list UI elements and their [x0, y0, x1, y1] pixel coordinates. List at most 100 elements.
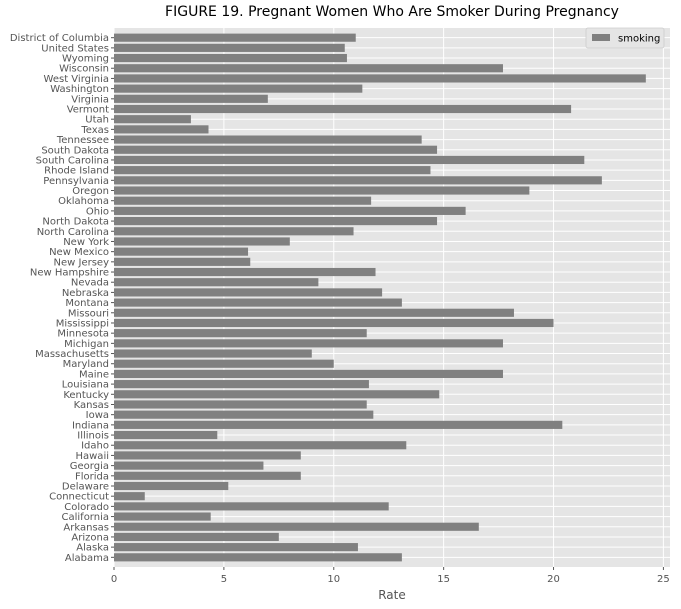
bar [114, 145, 438, 154]
y-tick-label: Oregon [72, 186, 109, 197]
y-tick-label: Virginia [71, 94, 109, 105]
chart-title: FIGURE 19. Pregnant Women Who Are Smoker… [165, 4, 619, 20]
y-tick-label: Washington [50, 84, 109, 95]
y-tick-label: Michigan [64, 339, 109, 350]
legend-box [585, 27, 665, 49]
bar [114, 369, 503, 378]
y-tick-label: Idaho [81, 441, 109, 452]
bar [114, 420, 563, 429]
y-tick-label: Maine [79, 369, 109, 380]
bar [114, 196, 372, 205]
bar [114, 206, 466, 215]
y-tick-label: Connecticut [49, 492, 109, 503]
bar [114, 441, 407, 450]
y-tick-label: Kentucky [63, 390, 109, 401]
x-tick-label: 25 [657, 574, 670, 585]
y-tick-label: Iowa [86, 410, 109, 421]
y-tick-label: United States [41, 43, 109, 54]
y-tick-label: Delaware [62, 481, 109, 492]
legend-swatch [592, 34, 610, 41]
y-tick-label: New York [63, 237, 109, 248]
y-tick-label: North Carolina [37, 227, 109, 238]
bar [114, 227, 354, 236]
bar [114, 380, 369, 389]
bar [114, 94, 268, 103]
bar [114, 155, 585, 165]
y-tick-label: Oklahoma [58, 196, 109, 207]
bar [114, 288, 383, 297]
bar [114, 318, 554, 328]
x-axis-label: Rate [378, 588, 406, 602]
bar [114, 410, 374, 419]
bar [114, 481, 229, 491]
bar [114, 84, 363, 93]
bar [114, 298, 402, 307]
y-tick-label: New Hampshire [30, 268, 109, 279]
y-tick-label: West Virginia [44, 74, 109, 85]
bar [114, 217, 438, 226]
y-tick-label: Georgia [70, 461, 109, 472]
bar [114, 308, 514, 317]
y-tick-label: Arizona [71, 532, 109, 543]
legend-label: smoking [618, 34, 660, 45]
y-tick-label: Alaska [76, 543, 109, 554]
y-tick-label: Wisconsin [59, 64, 109, 75]
bar [114, 115, 191, 124]
y-tick-label: North Dakota [42, 217, 109, 228]
bar [114, 176, 602, 185]
y-tick-label: Minnesota [57, 329, 109, 340]
y-tick-label: Texas [80, 125, 109, 136]
x-tick-label: 10 [327, 574, 340, 585]
y-tick-label: Rhode Island [44, 166, 109, 177]
bar [114, 267, 376, 277]
y-tick-label: Mississippi [56, 318, 109, 329]
bar [114, 532, 279, 542]
y-tick-label: Nebraska [62, 288, 109, 299]
bar [114, 553, 402, 562]
y-tick-label: New Mexico [49, 247, 109, 258]
bar [114, 390, 440, 399]
bar [114, 186, 530, 195]
bar [114, 512, 211, 521]
y-tick-label: Massachusetts [35, 349, 109, 360]
y-tick-label: Colorado [64, 502, 109, 513]
y-tick-label: Florida [75, 471, 109, 482]
bar [114, 502, 389, 511]
y-tick-label: District of Columbia [10, 33, 109, 44]
y-tick-label: Indiana [72, 420, 109, 431]
bar [114, 33, 356, 42]
y-tick-label: Wyoming [62, 54, 109, 65]
bar [114, 349, 312, 358]
bar [114, 125, 209, 134]
bar [114, 451, 301, 460]
y-tick-label: California [62, 512, 110, 523]
bar [114, 104, 572, 114]
y-tick-label: South Carolina [36, 155, 109, 166]
y-tick-label: Illinois [77, 431, 109, 442]
bar [114, 43, 345, 52]
bar [114, 359, 334, 368]
y-tick-label: Arkansas [63, 522, 109, 533]
bar [114, 257, 251, 266]
bar [114, 237, 290, 246]
x-tick-label: 0 [111, 574, 117, 585]
bar [114, 166, 431, 175]
y-tick-label: Missouri [68, 308, 109, 319]
bar [114, 430, 218, 440]
bar [114, 74, 646, 83]
y-tick-label: Pennsylvania [43, 176, 109, 187]
bar [114, 400, 367, 409]
bar [114, 135, 422, 144]
y-tick-label: Tennessee [56, 135, 109, 146]
bar [114, 247, 249, 256]
y-tick-label: Kansas [74, 400, 109, 411]
y-tick-label: Alabama [65, 553, 109, 564]
bar [114, 64, 503, 73]
y-tick-label: Hawaii [75, 451, 109, 462]
bar [114, 339, 503, 348]
y-tick-label: South Dakota [41, 145, 109, 156]
y-tick-label: Ohio [86, 206, 109, 217]
bar [114, 471, 301, 480]
bar [114, 522, 479, 531]
x-tick-label: 15 [437, 574, 450, 585]
